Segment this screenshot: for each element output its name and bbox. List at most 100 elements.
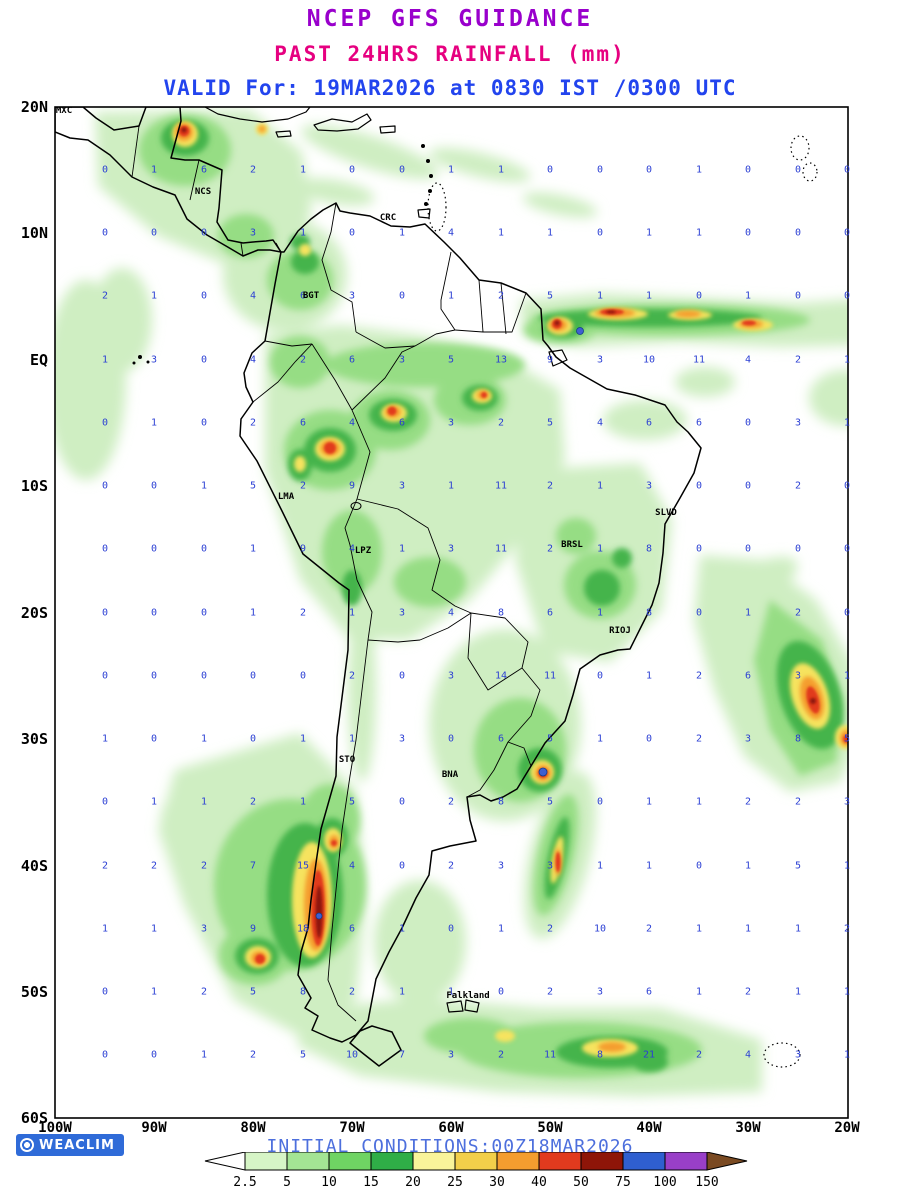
grid-value: 0 [843,290,851,302]
grid-value: 8 [497,796,505,808]
legend-label: 10 [321,1175,337,1190]
legend-label: 75 [615,1175,631,1190]
lon-label: 80W [240,1120,266,1136]
grid-value: 2 [249,417,257,429]
grid-value: 0 [101,670,109,682]
grid-value: 9 [299,543,307,555]
grid-value: 0 [150,1049,158,1061]
legend-label: 50 [573,1175,589,1190]
grid-value: 0 [744,480,752,492]
lat-label: 60S [20,1109,48,1127]
grid-value: 2 [794,796,802,808]
grid-value: 1 [794,986,802,998]
city-label: CRC [379,213,397,223]
grid-value: 1 [249,607,257,619]
grid-value: 10 [642,354,656,366]
grid-value: 0 [398,860,406,872]
grid-value: 2 [695,733,703,745]
grid-value: 0 [744,164,752,176]
grid-value: 9 [546,354,554,366]
grid-value: 10 [593,923,607,935]
grid-value: 5 [546,290,554,302]
grid-value: 2 [249,164,257,176]
grid-value: 2 [299,607,307,619]
grid-value: 1 [744,923,752,935]
grid-value: 1 [398,543,406,555]
valid-time: VALID For: 19MAR2026 at 0830 IST /0300 U… [163,76,737,100]
grid-value: 8 [645,607,653,619]
grid-value: 0 [596,164,604,176]
grid-value: 4 [249,290,257,302]
grid-value: 1 [645,227,653,239]
grid-value: 3 [546,860,554,872]
grid-value: 0 [200,607,208,619]
grid-value: 3 [744,733,752,745]
grid-value: 0 [695,860,703,872]
legend-segment [580,1152,624,1171]
grid-value: 2 [695,670,703,682]
grid-value: 2 [299,354,307,366]
legend-label: 100 [653,1175,676,1190]
grid-value: 2 [546,986,554,998]
grid-value: 3 [398,354,406,366]
grid-value: 2 [744,986,752,998]
grid-value: 3 [348,290,356,302]
grid-value: 6 [546,607,554,619]
map-frame [54,106,849,1119]
grid-value: 1 [200,480,208,492]
lon-label: 100W [38,1120,72,1136]
page-title: NCEP GFS GUIDANCE [306,6,594,32]
grid-value: 0 [200,227,208,239]
grid-value: 11 [543,1049,557,1061]
grid-value: 4 [348,860,356,872]
grid-value: 0 [596,227,604,239]
grid-value: 1 [645,290,653,302]
grid-value: 0 [794,290,802,302]
grid-value: 2 [794,354,802,366]
grid-value: 1 [645,670,653,682]
grid-value: 1 [744,860,752,872]
grid-value: 2 [546,480,554,492]
grid-value: 1 [497,923,505,935]
grid-value: 0 [249,670,257,682]
grid-value: 0 [398,290,406,302]
legend-label: 2.5 [233,1175,256,1190]
legend-segment [370,1152,414,1171]
grid-value: 0 [299,670,307,682]
grid-value: 0 [794,227,802,239]
legend-segment [622,1152,666,1171]
grid-value: 14 [494,670,508,682]
rainfall-legend: 2.5 5 10 15 20 25 30 40 50 75 100 150 [204,1152,748,1190]
grid-value: 1 [200,1049,208,1061]
grid-value: 1 [794,923,802,935]
grid-value: 6 [744,670,752,682]
grid-value: 1 [398,227,406,239]
legend-segment [496,1152,540,1171]
grid-value: 8 [596,1049,604,1061]
grid-value: 1 [447,290,455,302]
grid-value: 2 [101,860,109,872]
lat-label: 40S [20,857,48,875]
grid-value: 2 [447,796,455,808]
grid-value: 0 [843,164,851,176]
grid-value: 1 [596,860,604,872]
grid-value: 5 [249,480,257,492]
grid-value: 1 [546,227,554,239]
grid-value: 4 [348,417,356,429]
legend-label: 30 [489,1175,505,1190]
legend-label: 15 [363,1175,379,1190]
grid-value: 3 [398,733,406,745]
grid-value: 2 [794,480,802,492]
grid-value: 3 [596,986,604,998]
grid-value: 1 [843,354,851,366]
grid-value: 4 [447,607,455,619]
grid-value: 0 [200,417,208,429]
grid-value: 1 [497,164,505,176]
grid-value: 4 [744,1049,752,1061]
grid-value: 0 [200,354,208,366]
grid-value: 1 [497,227,505,239]
grid-value: 7 [398,1049,406,1061]
grid-value: 0 [843,227,851,239]
grid-value: 0 [843,480,851,492]
